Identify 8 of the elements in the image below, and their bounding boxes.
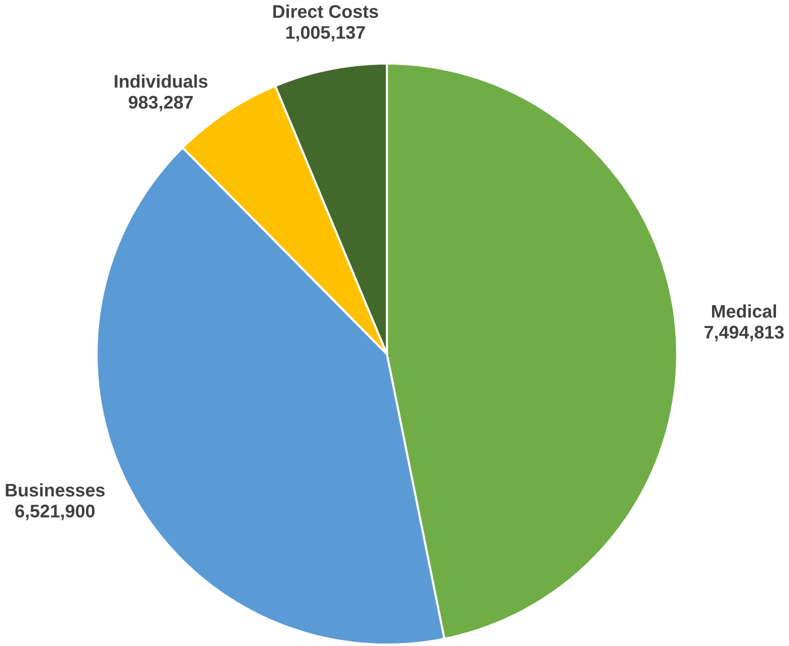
slice-label: Direct Costs — [273, 4, 378, 18]
slice-label: Medical — [712, 304, 776, 318]
data-label: 6,521,900 — [15, 504, 95, 520]
slice-label: Businesses — [6, 483, 105, 497]
data-label: 983,287 — [128, 96, 193, 112]
data-label: 7,494,813 — [704, 326, 784, 342]
slice-label: Individuals — [114, 74, 208, 88]
data-label: 1,005,137 — [286, 26, 365, 42]
